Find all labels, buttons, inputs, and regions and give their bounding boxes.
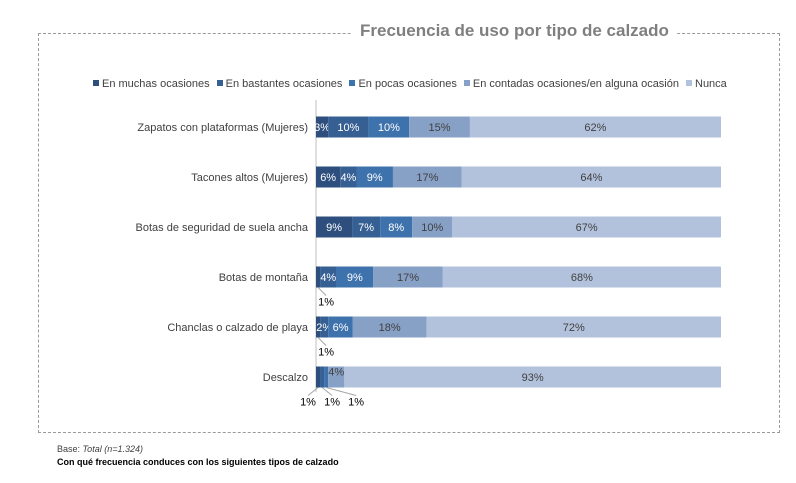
data-label: 1% [300, 397, 316, 409]
bar-segment [380, 216, 413, 238]
legend: En muchas ocasiones En bastantes ocasione… [93, 78, 727, 90]
leader-line [317, 287, 327, 296]
bar-segment [316, 166, 341, 188]
legend-item: En pocas ocasiones [349, 78, 457, 90]
data-label: 4% [340, 172, 356, 184]
chart-title: Frecuencia de uso por tipo de calzado [352, 21, 677, 41]
data-label: 1% [348, 397, 364, 409]
category-label: Chanclas o calzado de playa [167, 322, 309, 334]
leader-line [325, 387, 357, 396]
data-label: 7% [358, 222, 374, 234]
category-label: Descalzo [263, 372, 308, 384]
leader-line [317, 337, 327, 346]
bar-segment [316, 366, 321, 388]
legend-item: Nunca [686, 78, 727, 90]
bar-segment [461, 166, 721, 188]
legend-swatch [349, 80, 356, 86]
data-label: 1% [318, 297, 334, 309]
bar-segment [344, 366, 721, 388]
bar-segment [316, 266, 321, 288]
legend-label: En muchas ocasiones [102, 78, 210, 90]
data-label: 68% [571, 272, 593, 284]
legend-label: En pocas ocasiones [358, 78, 457, 90]
question-text: Con qué frecuencia conduces con los sigu… [57, 457, 339, 467]
legend-label: En bastantes ocasiones [225, 78, 343, 90]
category-label: Botas de seguridad de suela ancha [136, 222, 309, 234]
bar-segment [320, 366, 325, 388]
bar-segment [336, 266, 374, 288]
bar-segment [469, 116, 721, 138]
bar-segment [320, 316, 329, 338]
data-label: 8% [388, 222, 404, 234]
bar-segment [316, 216, 353, 238]
base-value: Total (n=1.324) [82, 444, 143, 454]
legend-item: En muchas ocasiones [93, 78, 210, 90]
data-label: 10% [337, 122, 359, 134]
data-label: 6% [320, 172, 336, 184]
legend-swatch [93, 80, 99, 86]
category-label: Botas de montaña [219, 272, 309, 284]
data-label: 18% [379, 322, 401, 334]
bar-segment [328, 366, 345, 388]
data-label: 17% [416, 172, 438, 184]
legend-swatch [216, 80, 223, 86]
data-label: 9% [367, 172, 383, 184]
bar-segment [328, 116, 369, 138]
category-label: Zapatos con plataformas (Mujeres) [137, 122, 308, 134]
data-label: 4% [328, 367, 344, 379]
category-label: Tacones altos (Mujeres) [191, 172, 308, 184]
bar-segment [368, 116, 410, 138]
legend-label: Nunca [695, 78, 727, 90]
bar-segment [316, 316, 321, 338]
bar-segment [426, 316, 721, 338]
data-label: 17% [397, 272, 419, 284]
legend-swatch [463, 80, 470, 86]
data-label: 1% [318, 347, 334, 359]
bar-segment [324, 366, 329, 388]
data-label: 4% [320, 272, 336, 284]
data-label: 10% [378, 122, 400, 134]
legend-label: En contadas ocasiones/en alguna ocasión [472, 78, 679, 90]
bar-segment [320, 266, 337, 288]
bar-segment [328, 316, 353, 338]
bar-segment [356, 166, 393, 188]
legend-item: En bastantes ocasiones [216, 78, 343, 90]
legend-swatch [686, 80, 692, 86]
data-label: 67% [576, 222, 598, 234]
bar-segment [352, 316, 427, 338]
leader-line [321, 387, 333, 396]
base-label: Base: [57, 444, 83, 454]
data-label: 9% [347, 272, 363, 284]
bar-segment [442, 266, 721, 288]
base-note: Base: Total (n=1.324) [57, 444, 143, 454]
data-label: 72% [563, 322, 585, 334]
data-label: 3% [314, 122, 330, 134]
data-label: 10% [421, 222, 443, 234]
data-label: 1% [324, 397, 340, 409]
bar-segment [409, 116, 470, 138]
bar-segment [352, 216, 381, 238]
legend-item: En contadas ocasiones/en alguna ocasión [463, 78, 679, 90]
data-label: 62% [584, 122, 606, 134]
leader-line [307, 387, 319, 396]
data-label: 93% [522, 372, 544, 384]
bar-segment [316, 116, 329, 138]
bar-segment [392, 166, 462, 188]
bar-segment [452, 216, 721, 238]
data-label: 6% [333, 322, 349, 334]
bar-segment [412, 216, 453, 238]
bar-segment [340, 166, 357, 188]
bar-segment [373, 266, 443, 288]
data-label: 15% [429, 122, 451, 134]
data-label: 9% [326, 222, 342, 234]
data-label: 64% [580, 172, 602, 184]
